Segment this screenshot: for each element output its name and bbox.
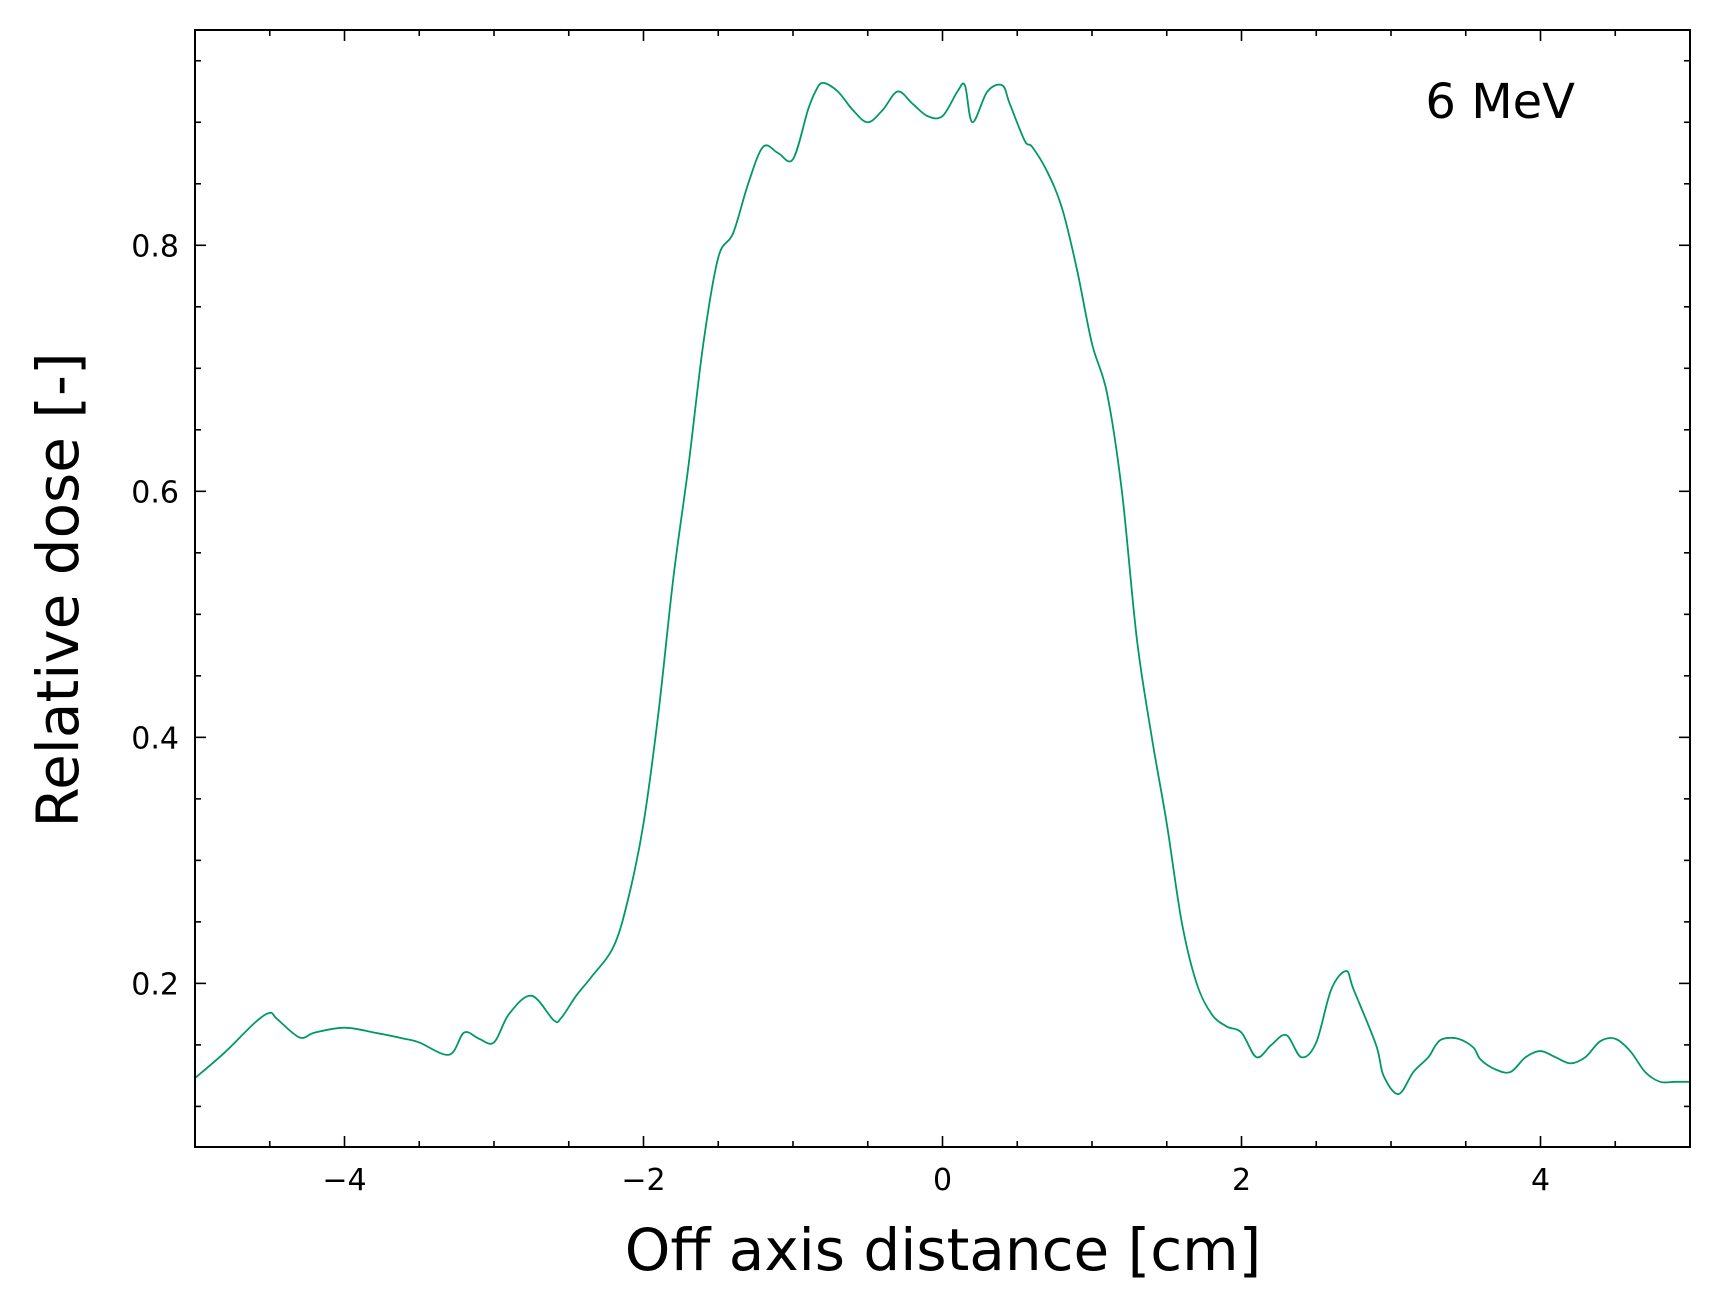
- y-axis-title: Relative dose [-]: [24, 352, 92, 827]
- x-tick-label: 4: [1531, 1163, 1550, 1198]
- x-tick-label: −4: [322, 1163, 366, 1198]
- tick-labels-layer: −4 −2 0 2 4 0.2 0.4 0.6 0.8: [131, 229, 1550, 1198]
- x-axis-title: Off axis distance [cm]: [625, 1216, 1262, 1284]
- series-layer: [194, 81, 1691, 1095]
- x-tick-label: −2: [621, 1163, 665, 1198]
- dose-profile-line: [194, 81, 1691, 1095]
- plot-frame: [194, 29, 1691, 1148]
- y-tick-label: 0.2: [131, 967, 179, 1002]
- energy-annotation: 6 MeV: [1425, 74, 1575, 130]
- y-tick-label: 0.8: [131, 229, 179, 264]
- x-tick-label: 2: [1232, 1163, 1251, 1198]
- y-tick-label: 0.4: [131, 721, 179, 756]
- x-tick-label: 0: [933, 1163, 952, 1198]
- y-tick-label: 0.6: [131, 475, 179, 510]
